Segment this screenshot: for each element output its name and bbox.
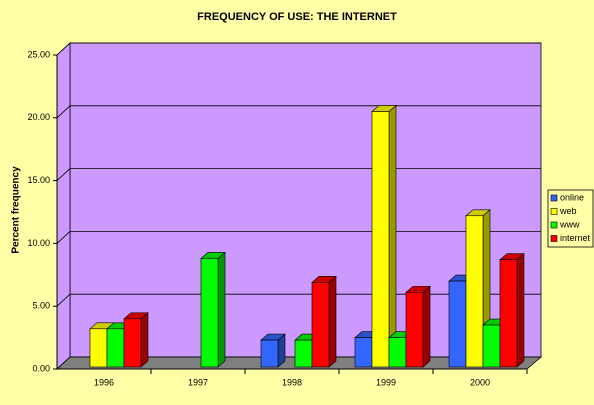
bar [294,339,313,368]
bar [448,280,467,368]
bar-side [217,251,226,368]
bar [405,292,424,368]
x-tick-label: 1999 [376,377,396,387]
y-tick-label: 10.00 [27,238,50,248]
y-tick-label: 20.00 [27,112,50,122]
bar-side [140,312,149,368]
bar [371,111,390,368]
legend-label: web [559,206,577,216]
bar [200,258,219,368]
x-tick-label: 1996 [94,377,114,387]
y-tick-label: 5.00 [32,301,50,311]
grid-line-side [56,356,71,370]
bar [106,328,125,368]
bar [354,337,373,368]
grid-line-side [56,42,71,56]
grid-line-side [56,168,71,181]
bar-side [422,285,431,368]
legend-label: online [560,192,584,202]
bar [311,282,330,368]
y-tick-label: 0.00 [32,363,50,373]
legend-swatch [550,194,558,202]
chart-title: FREQUENCY OF USE: THE INTERNET [197,11,397,23]
y-tick-label: 15.00 [27,175,50,185]
x-tick-label: 1997 [188,377,208,387]
side-wall [56,42,71,370]
legend-label: www [559,219,580,229]
legend-swatch [550,221,558,229]
x-tick-label: 1998 [282,377,302,387]
bar [388,337,407,368]
bar-side [388,104,397,368]
legend-swatch [550,208,558,215]
grid-line-side [56,293,71,307]
grid-line-side [56,231,71,244]
y-axis-title: Percent frequency [11,166,22,254]
bar [482,324,501,368]
bar-side [516,253,525,368]
bar [260,339,279,368]
bar [465,215,484,368]
bar-side [328,275,337,368]
x-tick-label: 2000 [470,377,490,387]
bar [499,259,518,368]
bar [123,318,142,368]
grid-line-side [56,105,71,119]
legend-swatch [550,235,558,242]
legend-label: internet [560,233,591,243]
y-tick-label: 25.00 [27,49,50,59]
bar [89,328,108,368]
